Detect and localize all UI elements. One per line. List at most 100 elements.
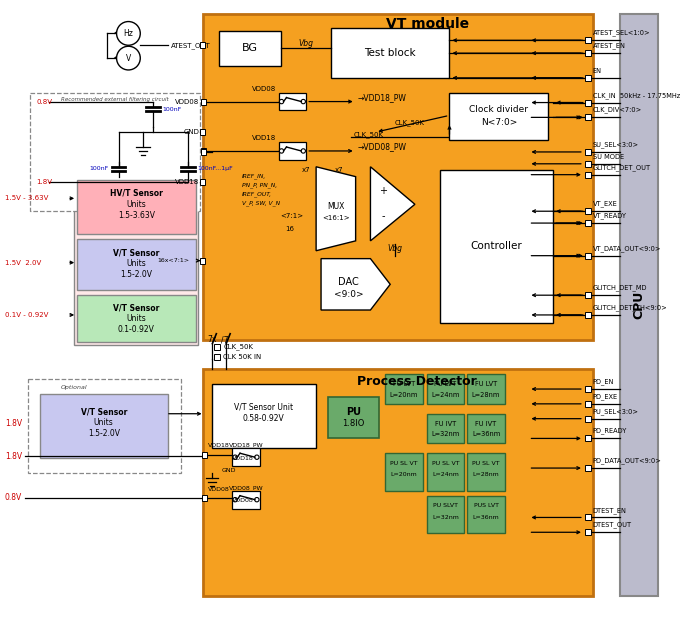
Text: <9:0>: <9:0>	[334, 290, 363, 299]
Text: V/T Sensor: V/T Sensor	[113, 248, 160, 257]
Text: ATEST_SEL<1:0>: ATEST_SEL<1:0>	[593, 30, 650, 37]
Text: GLITCH_DET_TH<9:0>: GLITCH_DET_TH<9:0>	[593, 304, 668, 311]
Text: CLK_50K: CLK_50K	[395, 119, 425, 125]
Text: 1.5-2.0V: 1.5-2.0V	[120, 270, 153, 279]
Text: HV/T Sensor: HV/T Sensor	[110, 189, 163, 198]
Text: PN_P, PN_N,: PN_P, PN_N,	[242, 183, 277, 188]
Polygon shape	[316, 167, 356, 251]
Text: -: -	[382, 211, 385, 221]
Bar	[468, 453, 505, 491]
Bar	[584, 171, 591, 178]
Text: VDD18_PW: VDD18_PW	[229, 443, 264, 448]
Text: DTEST_EN: DTEST_EN	[593, 507, 626, 514]
Text: Units: Units	[127, 200, 146, 209]
Text: Controller: Controller	[470, 241, 522, 251]
Bar	[200, 99, 206, 104]
Bar	[279, 93, 306, 111]
Bar	[331, 29, 449, 78]
Text: 1.5V - 3.63V: 1.5V - 3.63V	[5, 196, 48, 201]
Circle shape	[255, 497, 259, 502]
Bar	[584, 149, 591, 155]
Text: V/T Sensor: V/T Sensor	[113, 304, 160, 312]
Text: CLK_IN  50kHz - 17.75MHz: CLK_IN 50kHz - 17.75MHz	[593, 92, 680, 99]
Bar	[584, 99, 591, 106]
Bar	[219, 32, 281, 66]
Bar	[584, 50, 591, 56]
Text: PD_DATA_OUT<9:0>: PD_DATA_OUT<9:0>	[593, 457, 662, 464]
Text: →VDD18_PW: →VDD18_PW	[358, 93, 407, 102]
Text: Units: Units	[127, 314, 146, 324]
Text: 16x<7:1>: 16x<7:1>	[158, 258, 190, 263]
Text: IREF_IN,: IREF_IN,	[242, 174, 266, 179]
Text: VDD18: VDD18	[232, 456, 254, 461]
Bar	[468, 496, 505, 533]
Polygon shape	[370, 167, 415, 241]
Bar	[77, 295, 195, 342]
Bar	[279, 142, 306, 160]
Text: x7: x7	[335, 166, 343, 173]
Text: FU LVT: FU LVT	[435, 381, 456, 387]
Text: 0.8V: 0.8V	[5, 493, 22, 502]
Bar	[29, 93, 199, 211]
Bar	[440, 170, 553, 323]
Bar	[584, 435, 591, 442]
Text: VDD08_PW: VDD08_PW	[229, 485, 264, 491]
Text: PD_EXE: PD_EXE	[593, 393, 618, 400]
Circle shape	[233, 455, 237, 460]
Text: CLK_50K: CLK_50K	[223, 343, 253, 350]
Text: 1.5-3.63V: 1.5-3.63V	[118, 211, 155, 220]
Text: SU MODE: SU MODE	[593, 154, 624, 160]
Bar	[200, 149, 206, 155]
Circle shape	[233, 497, 237, 502]
Text: L=36nm: L=36nm	[473, 515, 499, 520]
Text: VDD08: VDD08	[175, 99, 199, 104]
Text: x7: x7	[302, 166, 311, 173]
Bar	[584, 415, 591, 422]
Text: L=28nm: L=28nm	[473, 473, 499, 478]
Text: Units: Units	[94, 418, 113, 427]
Text: GND: GND	[221, 468, 236, 473]
Bar	[202, 495, 207, 501]
Text: V/T Sensor Unit: V/T Sensor Unit	[234, 402, 293, 411]
Polygon shape	[321, 258, 390, 310]
Text: DTEST_OUT: DTEST_OUT	[593, 522, 632, 528]
Text: VDD18: VDD18	[175, 179, 199, 184]
Bar	[584, 529, 591, 535]
Text: FU IVT: FU IVT	[475, 420, 497, 427]
Text: <7:1>: <7:1>	[280, 213, 303, 219]
Text: BG: BG	[242, 43, 258, 53]
Text: 0.1-0.92V: 0.1-0.92V	[118, 325, 155, 334]
Text: CPU: CPU	[633, 291, 645, 319]
Text: 100nF: 100nF	[90, 166, 108, 171]
Text: 7x: 7x	[207, 335, 217, 344]
Text: VDD08: VDD08	[253, 86, 276, 92]
Text: FU LVT: FU LVT	[475, 381, 497, 387]
Text: V_P, SW, V_N: V_P, SW, V_N	[242, 201, 280, 206]
Text: →VDD08_PW: →VDD08_PW	[358, 142, 407, 152]
Text: VDD18: VDD18	[253, 135, 276, 141]
Text: EN: EN	[593, 68, 602, 74]
Text: PU: PU	[346, 407, 361, 417]
Bar	[584, 292, 591, 298]
Bar	[77, 239, 195, 290]
Text: GLITCH_DET_MD: GLITCH_DET_MD	[593, 284, 648, 291]
Bar	[584, 161, 591, 167]
Bar	[199, 129, 206, 135]
Text: +: +	[379, 186, 387, 196]
Text: 1.5V  2.0V: 1.5V 2.0V	[5, 260, 41, 266]
Bar	[584, 37, 591, 43]
Text: L=36nm: L=36nm	[472, 432, 500, 437]
Text: VT_DATA_OUT<9:0>: VT_DATA_OUT<9:0>	[593, 245, 662, 252]
Text: 16: 16	[285, 226, 294, 232]
Text: Test block: Test block	[365, 48, 416, 58]
Bar	[232, 448, 260, 466]
Text: GND: GND	[183, 129, 199, 135]
Text: VT module: VT module	[386, 17, 469, 30]
Text: L=20nm: L=20nm	[390, 392, 418, 398]
Text: /7: /7	[221, 335, 229, 344]
Text: CLK 50K IN: CLK 50K IN	[223, 355, 262, 360]
Text: VT_EXE: VT_EXE	[593, 201, 617, 207]
Circle shape	[279, 149, 284, 153]
Bar	[232, 491, 260, 509]
Bar	[199, 258, 206, 263]
